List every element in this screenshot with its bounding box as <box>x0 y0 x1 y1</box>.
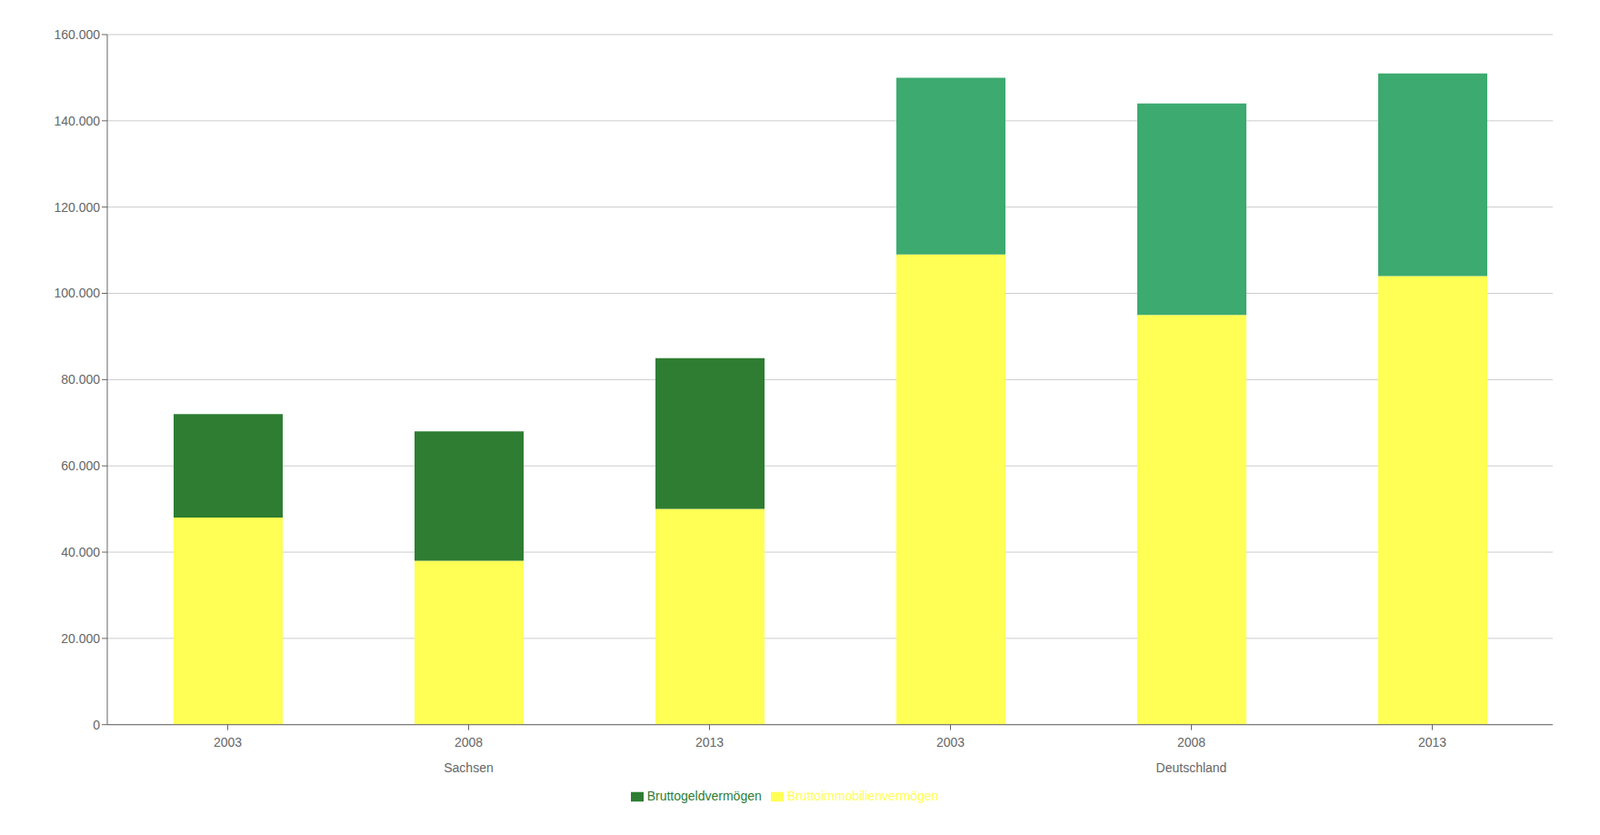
svg-text:100.000: 100.000 <box>53 285 100 300</box>
svg-text:40.000: 40.000 <box>60 544 100 560</box>
svg-text:120.000: 120.000 <box>53 200 100 215</box>
svg-text:Sachsen: Sachsen <box>443 760 493 775</box>
svg-text:2008: 2008 <box>454 734 483 750</box>
svg-text:160.000: 160.000 <box>53 27 100 42</box>
svg-text:80.000: 80.000 <box>60 371 100 387</box>
svg-text:Deutschland: Deutschland <box>1156 760 1228 775</box>
html-text:Bruttoimmobilienvermögen: Bruttoimmobilienvermögen <box>787 787 939 803</box>
svg-text:2013: 2013 <box>1418 734 1447 750</box>
svg-text:140.000: 140.000 <box>53 113 100 129</box>
svg-text:20.000: 20.000 <box>60 630 100 646</box>
svg-text:60.000: 60.000 <box>60 458 100 473</box>
svg-text:2013: 2013 <box>695 734 724 750</box>
svg-text:2008: 2008 <box>1177 734 1206 750</box>
svg-text:2003: 2003 <box>213 734 242 750</box>
svg-text:2003: 2003 <box>936 734 965 750</box>
svg-text:0: 0 <box>92 717 100 732</box>
html-text:Bruttogeldvermögen: Bruttogeldvermögen <box>647 787 762 803</box>
